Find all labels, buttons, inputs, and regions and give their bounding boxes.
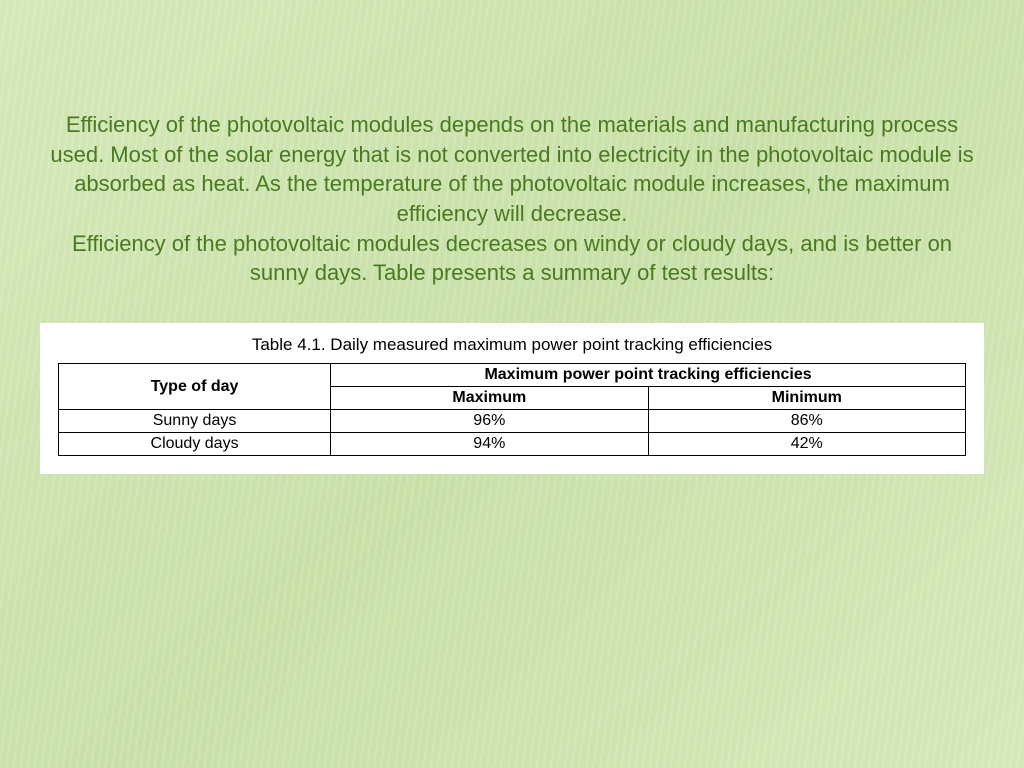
header-max: Maximum bbox=[331, 387, 648, 410]
cell-type: Sunny days bbox=[59, 410, 331, 433]
cell-type: Cloudy days bbox=[59, 433, 331, 456]
table-row: Cloudy days 94% 42% bbox=[59, 433, 966, 456]
cell-min: 42% bbox=[648, 433, 965, 456]
description-text: Efficiency of the photovoltaic modules d… bbox=[40, 110, 984, 288]
header-type: Type of day bbox=[59, 364, 331, 410]
slide-content: Efficiency of the photovoltaic modules d… bbox=[0, 0, 1024, 474]
table-row: Sunny days 96% 86% bbox=[59, 410, 966, 433]
efficiency-table: Type of day Maximum power point tracking… bbox=[58, 363, 966, 456]
table-header-row-1: Type of day Maximum power point tracking… bbox=[59, 364, 966, 387]
paragraph-1: Efficiency of the photovoltaic modules d… bbox=[50, 112, 973, 226]
cell-min: 86% bbox=[648, 410, 965, 433]
table-container: Table 4.1. Daily measured maximum power … bbox=[40, 323, 984, 474]
paragraph-2: Efficiency of the photovoltaic modules d… bbox=[72, 231, 952, 286]
cell-max: 94% bbox=[331, 433, 648, 456]
cell-max: 96% bbox=[331, 410, 648, 433]
header-min: Minimum bbox=[648, 387, 965, 410]
header-group: Maximum power point tracking efficiencie… bbox=[331, 364, 966, 387]
table-caption: Table 4.1. Daily measured maximum power … bbox=[58, 335, 966, 355]
